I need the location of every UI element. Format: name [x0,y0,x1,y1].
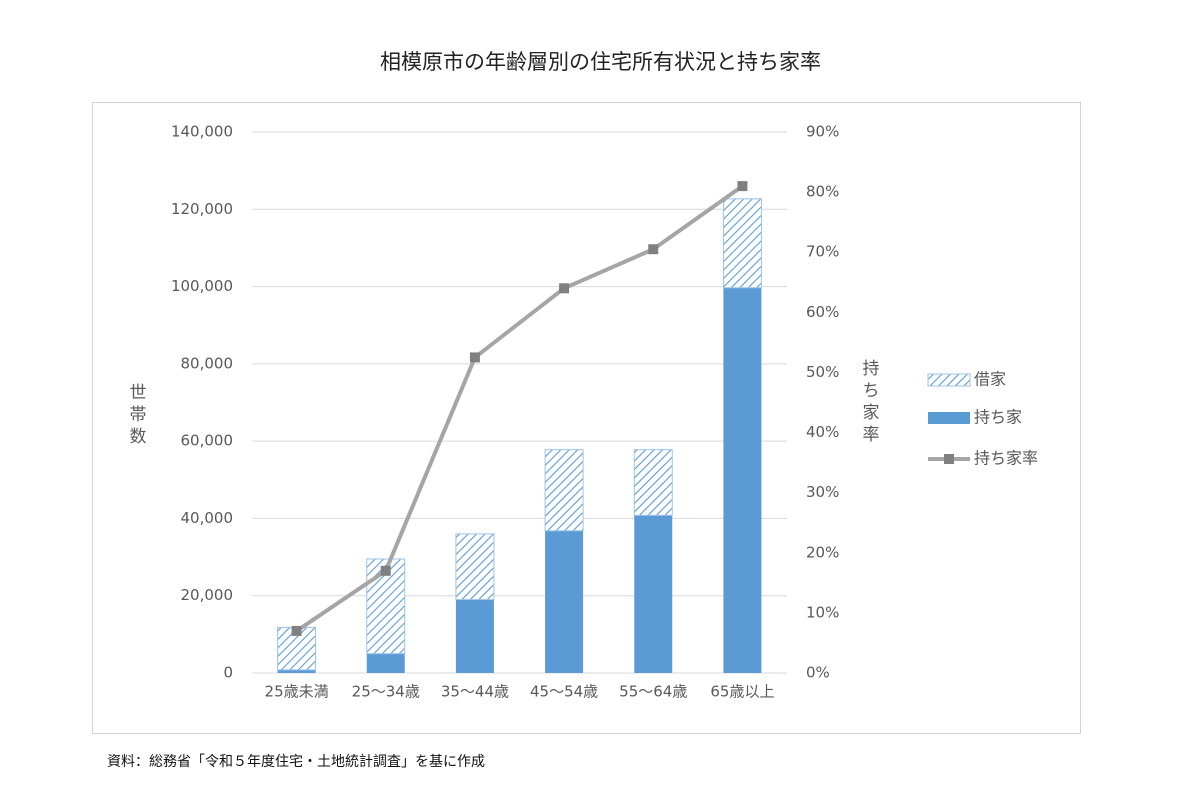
y2-tick-label: 70% [806,243,839,261]
legend-label-rate: 持ち家率 [974,449,1038,468]
y-tick-label: 80,000 [181,354,234,372]
bar-owned [455,599,494,673]
y2-tick-label: 60% [806,303,839,321]
rate-marker [291,625,302,636]
y2-tick-label: 50% [806,363,839,381]
legend-swatch-rented [927,373,971,387]
x-tick-label: 65歳以上 [710,683,774,701]
rate-marker [559,283,570,294]
x-tick-label: 45～54歳 [530,683,598,701]
rate-polyline [295,184,744,633]
bars [277,198,762,673]
bar-owned [366,653,405,673]
rate-marker [380,565,391,576]
y2-tick-label: 20% [806,543,839,561]
legend-label-owned: 持ち家 [974,408,1022,427]
y2-axis-title-char: 持 [863,359,880,379]
chart-title: 相模原市の年齢層別の住宅所有状況と持ち家率 [380,50,821,74]
legend-label-rented: 借家 [974,370,1006,389]
bar-rented [455,533,495,601]
rate-marker [737,181,748,192]
x-tick-label: 35～44歳 [441,683,509,701]
rate-marker [469,352,480,363]
rate-line [291,181,748,636]
bar-rented [544,449,584,532]
source-note: 資料：総務省「令和５年度住宅・土地統計調査」を基に作成 [107,754,485,770]
bar-owned [634,515,673,673]
y-tick-label: 120,000 [171,200,233,218]
y2-tick-label: 90% [806,123,839,141]
y2-tick-label: 80% [806,183,839,201]
bar-owned [277,669,316,673]
y-tick-label: 140,000 [171,123,233,141]
y-axis-title-char: 世 [130,383,147,403]
y-axis-title-char: 数 [130,427,147,447]
y-tick-label: 0 [223,664,233,682]
bar-rented [633,449,673,516]
y2-axis-title-char: ち [863,381,880,401]
bar-owned [723,287,762,673]
legend-swatch-owned [928,412,970,424]
y-tick-label: 20,000 [181,586,234,604]
y2-axis-title-char: 家 [863,403,880,423]
y2-tick-label: 0% [806,664,830,682]
y2-tick-label: 10% [806,603,839,621]
chart-frame [92,102,1081,734]
y-tick-label: 60,000 [181,432,234,450]
y2-axis-title-char: 率 [863,425,880,445]
x-tick-label: 25歳未満 [265,683,329,701]
y-axis-title-char: 帯 [130,405,147,425]
x-tick-label: 55～64歳 [619,683,687,701]
x-tick-label: 25～34歳 [352,683,420,701]
rate-marker [648,244,659,255]
gridlines [252,131,787,674]
y2-tick-label: 30% [806,483,839,501]
y-tick-label: 100,000 [171,277,233,295]
bar-owned [545,530,584,673]
y2-tick-label: 40% [806,423,839,441]
legend-swatch-rate-marker [944,454,954,464]
axes: 0 20,000 40,000 60,000 80,000 100,000 120,000 1… [130,123,880,701]
y-tick-label: 40,000 [181,509,234,527]
bar-rented [722,198,762,289]
